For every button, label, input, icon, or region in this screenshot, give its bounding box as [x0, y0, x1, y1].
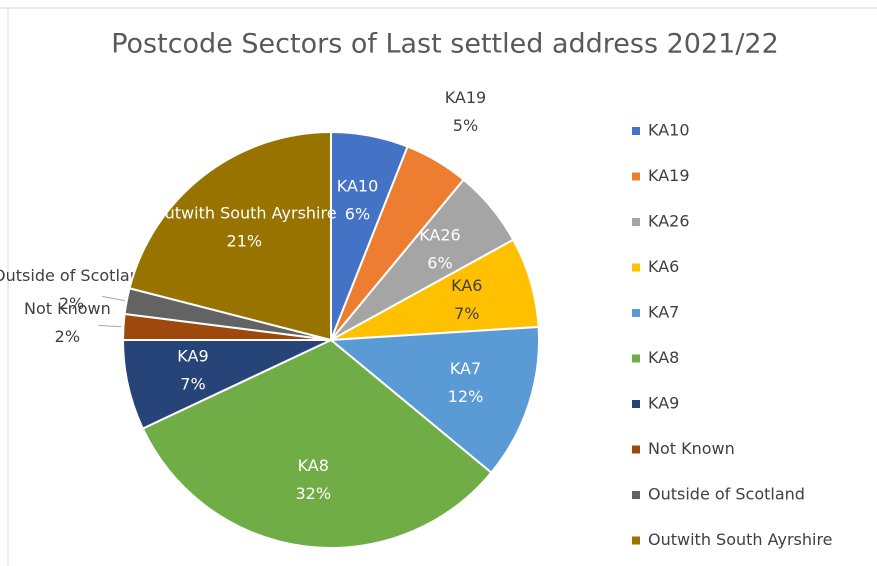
data-label-name: Outwith South Ayrshire — [152, 204, 337, 223]
data-label-value: 21% — [227, 232, 263, 251]
legend-label: KA9 — [648, 394, 679, 413]
legend-swatch — [632, 445, 640, 454]
data-label-name: KA7 — [450, 359, 481, 378]
data-label-name: KA19 — [445, 88, 487, 107]
legend-swatch — [632, 172, 640, 181]
data-label-name: KA8 — [298, 456, 329, 475]
legend-label: KA19 — [648, 166, 690, 185]
data-label-value: 6% — [427, 253, 452, 272]
leader-line — [102, 295, 125, 302]
legend-swatch — [632, 536, 640, 545]
legend-label: KA10 — [648, 121, 690, 140]
legend-label: Outwith South Ayrshire — [648, 530, 833, 549]
pie-slice — [328, 325, 540, 474]
data-label-name: KA10 — [337, 177, 379, 196]
pie-slice — [141, 338, 493, 549]
legend-swatch — [632, 218, 640, 226]
legend-swatch — [632, 309, 640, 317]
legend-label: KA26 — [648, 212, 690, 231]
data-label-value: 7% — [454, 304, 479, 323]
data-label-name: Not Known — [24, 299, 111, 318]
chart-title: Postcode Sectors of Last settled address… — [111, 29, 779, 60]
legend-label: KA8 — [648, 348, 679, 367]
data-label-value: 32% — [295, 484, 331, 503]
legend-swatch — [632, 263, 640, 272]
data-label-name: KA9 — [177, 346, 208, 365]
data-label-name: Outside of Scotland — [0, 266, 150, 285]
data-label-value: 5% — [453, 116, 478, 135]
legend-label: Outside of Scotland — [648, 485, 805, 504]
data-label-value: 6% — [345, 205, 370, 224]
legend-label: KA7 — [648, 303, 679, 322]
legend-label: Not Known — [648, 439, 735, 458]
legend-swatch — [632, 127, 640, 135]
legend-swatch — [632, 354, 640, 363]
data-label-name: KA26 — [419, 225, 461, 244]
data-label-value: 2% — [59, 294, 84, 313]
legend-label: KA6 — [648, 257, 679, 276]
pie-slice — [128, 130, 332, 342]
leader-line — [98, 324, 122, 328]
legend-swatch — [632, 400, 640, 408]
legend-swatch — [632, 491, 640, 499]
data-label-value: 7% — [180, 374, 205, 393]
data-label-value: 12% — [448, 387, 484, 406]
data-label-name: KA6 — [451, 276, 482, 295]
data-label-value: 2% — [55, 327, 80, 346]
